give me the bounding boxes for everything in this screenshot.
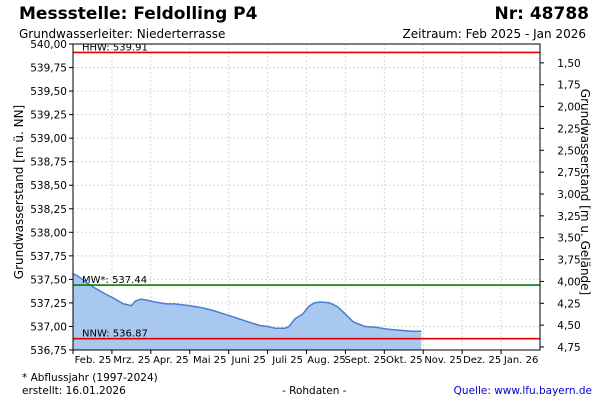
- station-title: Messstelle: Feldolling P4: [19, 4, 258, 24]
- y2-tick-label: 4,75: [557, 342, 580, 354]
- y-tick-label: 538,50: [30, 180, 67, 192]
- x-tick-label: Aug. 25: [307, 355, 346, 366]
- reference-lines: HHW: 539.91 MW*: 537.44 NNW: 536.87: [73, 42, 540, 340]
- x-axis: Feb. 25 Mrz. 25 Apr. 25 Mai 25 Juni 25 Juli 2…: [72, 350, 539, 366]
- groundwater-area: [73, 273, 422, 350]
- y2-tick-label: 1,50: [557, 58, 580, 70]
- mw-label: MW*: 537.44: [82, 275, 147, 286]
- x-tick-label: Mrz. 25: [113, 355, 150, 366]
- aquifer-label: Grundwasserleiter: Niederterrasse: [19, 27, 226, 41]
- y2-tick-label: 2,50: [557, 145, 580, 157]
- period-label: Zeitraum: Feb 2025 - Jan 2026: [402, 27, 587, 41]
- station-number: Nr: 48788: [494, 4, 589, 24]
- y-tick-label: 537,00: [30, 321, 67, 333]
- y2-axis-title: Grundwasserstand [m u. Gelände]: [578, 89, 592, 295]
- y-tick-label: 537,25: [30, 298, 67, 310]
- y2-tick-label: 4,50: [557, 320, 580, 332]
- nnw-label: NNW: 536.87: [82, 329, 148, 340]
- y-tick-label: 536,75: [30, 345, 67, 357]
- x-tick-label: Okt. 25: [386, 355, 423, 366]
- x-tick-label: Juni 25: [231, 355, 266, 366]
- y-axis-title: Grundwasserstand [m ü. NN]: [12, 105, 26, 279]
- y2-tick-label: 1,75: [557, 80, 580, 92]
- x-tick-label: Nov. 25: [424, 355, 462, 366]
- x-tick-label: Feb. 25: [75, 355, 112, 366]
- y2-tick-label: 2,25: [557, 123, 580, 135]
- raw-data-note: - Rohdaten -: [282, 385, 347, 397]
- y-tick-label: 538,25: [30, 204, 67, 216]
- y2-tick-label: 3,50: [557, 233, 580, 245]
- y-tick-label: 539,25: [30, 110, 67, 122]
- y-tick-label: 539,50: [30, 86, 67, 98]
- x-tick-label: Juli 25: [271, 355, 303, 366]
- y2-tick-label: 2,75: [557, 167, 580, 179]
- y-tick-label: 539,00: [30, 133, 67, 145]
- footnote: * Abflussjahr (1997-2024): [22, 372, 158, 384]
- y-axis-right: 1,50 1,75 2,00 2,25 2,50 2,75 3,00 3,25 3,50 3,75…: [540, 58, 581, 354]
- hhw-label: HHW: 539.91: [82, 42, 148, 53]
- y2-tick-label: 3,75: [557, 255, 580, 267]
- source-link[interactable]: Quelle: www.lfu.bayern.de: [453, 385, 592, 397]
- y2-tick-label: 4,00: [557, 276, 580, 288]
- y-tick-label: 538,00: [30, 227, 67, 239]
- y2-tick-label: 2,00: [557, 102, 580, 114]
- y-tick-label: 537,75: [30, 251, 67, 263]
- y-axis-left: 540,00 539,75 539,50 539,25 539,00 538,75 538,…: [30, 39, 73, 357]
- y2-tick-label: 3,00: [557, 189, 580, 201]
- grid-lines: [73, 43, 540, 351]
- y-tick-label: 540,00: [30, 39, 67, 51]
- y2-tick-label: 3,25: [557, 211, 580, 223]
- y2-tick-label: 4,25: [557, 298, 580, 310]
- x-tick-label: Jan. 26: [503, 355, 539, 366]
- x-tick-label: Apr. 25: [153, 355, 188, 366]
- x-tick-label: Mai 25: [193, 355, 226, 366]
- y-tick-label: 537,50: [30, 274, 67, 286]
- y-tick-label: 538,75: [30, 157, 67, 169]
- y-tick-label: 539,75: [30, 63, 67, 75]
- x-tick-label: Sept. 25: [344, 355, 386, 366]
- created-date: erstellt: 16.01.2026: [22, 385, 126, 397]
- x-tick-label: Dez. 25: [463, 355, 501, 366]
- groundwater-line: [72, 273, 422, 332]
